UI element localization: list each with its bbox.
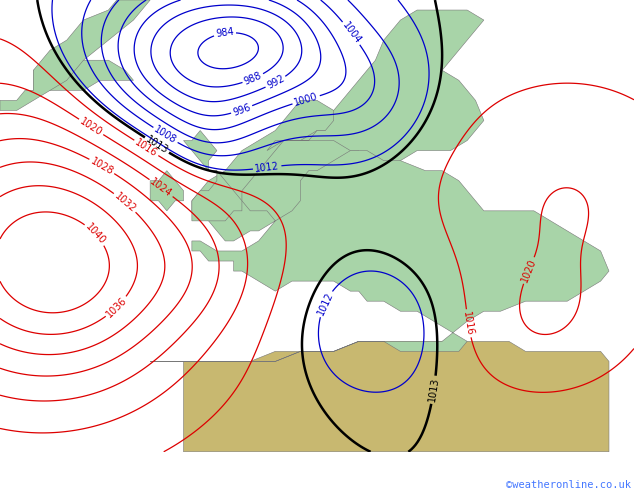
Text: 1004: 1004 — [340, 21, 363, 46]
Text: 1016: 1016 — [462, 311, 476, 336]
Text: 1008: 1008 — [152, 124, 178, 146]
Text: 1036: 1036 — [105, 295, 129, 319]
Polygon shape — [183, 130, 242, 221]
Text: 1013: 1013 — [144, 134, 170, 156]
Text: 988: 988 — [243, 71, 263, 87]
Text: 1020: 1020 — [78, 116, 104, 138]
Text: Mo 03-06-2024 00:00 UTC (12+84): Mo 03-06-2024 00:00 UTC (12+84) — [410, 460, 631, 473]
Polygon shape — [34, 60, 134, 90]
Polygon shape — [150, 100, 609, 362]
Text: 1028: 1028 — [89, 156, 115, 177]
Text: 1020: 1020 — [520, 257, 538, 284]
Text: 996: 996 — [231, 102, 252, 118]
Text: 1040: 1040 — [84, 222, 107, 246]
Text: 1013: 1013 — [427, 377, 441, 403]
Text: 1012: 1012 — [315, 291, 335, 317]
Text: ©weatheronline.co.uk: ©weatheronline.co.uk — [506, 480, 631, 490]
Text: 984: 984 — [215, 27, 235, 39]
Text: 1012: 1012 — [254, 161, 280, 174]
Polygon shape — [0, 0, 150, 110]
Text: 1000: 1000 — [293, 92, 320, 108]
Text: 1032: 1032 — [112, 191, 138, 214]
Text: 992: 992 — [265, 74, 286, 91]
Text: 1016: 1016 — [133, 137, 159, 159]
Text: Surface pressure [hPa] ECMWF: Surface pressure [hPa] ECMWF — [3, 460, 203, 473]
Polygon shape — [267, 10, 484, 161]
Text: 1024: 1024 — [148, 177, 174, 199]
Polygon shape — [150, 171, 183, 211]
Polygon shape — [183, 342, 609, 452]
